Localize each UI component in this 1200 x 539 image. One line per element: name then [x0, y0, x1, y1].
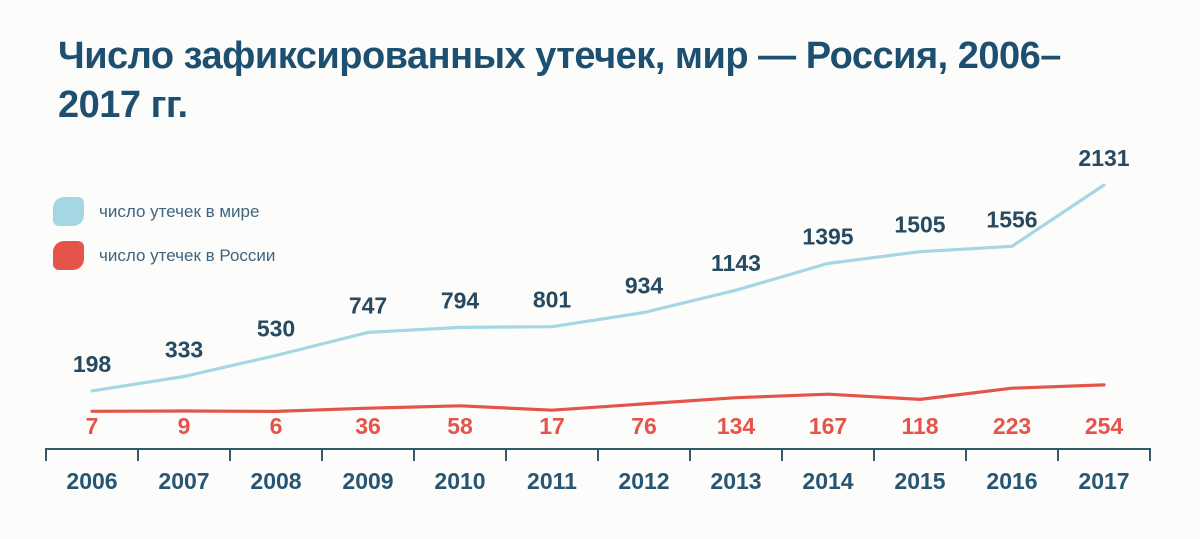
x-axis-year-label: 2007: [158, 468, 209, 494]
russia-value-label: 134: [717, 413, 756, 439]
world-value-label: 2131: [1078, 145, 1129, 171]
world-value-label: 747: [349, 292, 387, 318]
russia-value-label: 6: [270, 413, 283, 439]
world-value-label: 530: [257, 316, 295, 342]
x-axis-year-label: 2008: [250, 468, 301, 494]
world-value-label: 934: [625, 273, 664, 299]
russia-value-label: 76: [631, 413, 657, 439]
world-value-label: 1505: [894, 212, 945, 238]
russia-value-label: 254: [1085, 413, 1124, 439]
russia-series-line: [90, 383, 1106, 413]
world-value-label: 794: [441, 287, 480, 313]
russia-value-label: 167: [809, 413, 847, 439]
world-value-label: 333: [165, 337, 203, 363]
x-axis-year-label: 2009: [342, 468, 393, 494]
x-axis-year-label: 2014: [802, 468, 853, 494]
legend-item-russia-label: число утечек в России: [99, 245, 276, 265]
world-series-line: [90, 183, 1106, 393]
russia-value-label: 36: [355, 413, 381, 439]
russia-value-label: 58: [447, 413, 473, 439]
x-axis-year-label: 2015: [894, 468, 945, 494]
x-axis-year-label: 2016: [986, 468, 1037, 494]
russia-value-label: 223: [993, 413, 1031, 439]
world-value-label: 1143: [711, 250, 761, 276]
x-axis-year-label: 2006: [66, 468, 117, 494]
legend-item-world: число утечек в мире: [53, 197, 275, 226]
x-axis-year-label: 2013: [710, 468, 761, 494]
world-value-label: 1556: [986, 206, 1037, 232]
x-axis-year-label: 2012: [618, 468, 669, 494]
russia-series-swatch-icon: [53, 241, 84, 270]
legend-item-russia: число утечек в России: [53, 241, 275, 270]
legend-item-world-label: число утечек в мире: [99, 201, 260, 221]
russia-value-label: 7: [86, 413, 99, 439]
x-axis-year-label: 2017: [1078, 468, 1129, 494]
russia-value-label: 118: [901, 413, 938, 439]
russia-value-label: 17: [539, 413, 565, 439]
x-axis-year-label: 2011: [527, 468, 577, 494]
russia-value-label: 9: [178, 413, 191, 439]
world-series-swatch-icon: [53, 197, 84, 226]
world-value-label: 801: [533, 287, 572, 313]
chart-title: Число зафиксированных утечек, мир — Росс…: [58, 35, 1061, 126]
x-axis-year-label: 2010: [434, 468, 485, 494]
world-value-label: 198: [73, 351, 112, 377]
world-value-label: 1395: [802, 223, 853, 249]
legend: число утечек в мире число утечек в Росси…: [53, 197, 275, 285]
